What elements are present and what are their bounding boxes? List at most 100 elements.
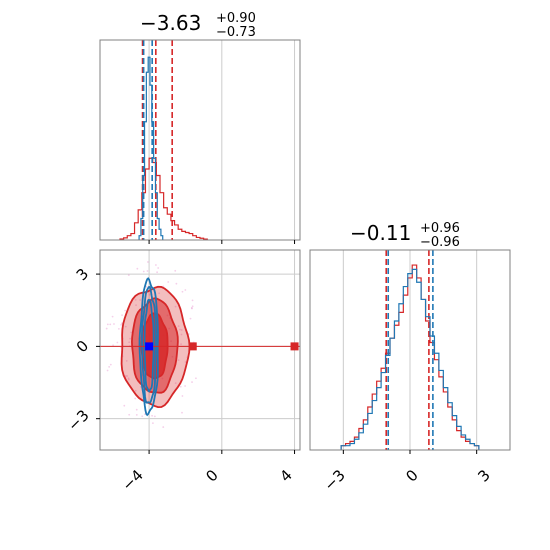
bl-ytick-label: −3 [64,406,92,434]
sample-point [181,411,183,414]
sample-point [151,422,154,425]
sample-point [181,395,184,397]
p0-title-minus: −0.73 [216,25,256,40]
sample-point [134,397,137,400]
sample-point [158,292,161,295]
sample-point [184,361,187,363]
p1-title-plus: +0.96 [420,221,460,236]
p1-title-median: −0.11 [350,221,411,245]
br-xtick-label: 3 [474,466,493,485]
sample-point [180,329,183,331]
sample-point [180,343,182,345]
bl-xtick-label: 4 [276,466,295,485]
bl-ytick-label: 0 [73,337,92,356]
sample-point [105,327,108,330]
sample-point [189,317,192,320]
sample-point [121,314,123,317]
br-xtick-label: 0 [402,466,421,485]
sample-point [113,323,115,325]
sample-point [174,269,177,272]
sample-point [127,378,130,381]
sample-point [116,341,119,344]
contour-area [100,250,300,450]
sample-point [135,414,138,416]
sample-point [106,369,109,372]
p0-title-median: −3.63 [140,11,201,35]
sample-point [190,306,193,309]
sample-point [142,270,145,273]
sample-point [146,270,149,272]
histogram-area [119,40,296,240]
sample-point [124,325,127,328]
point-marker [145,342,154,351]
histogram-series-a [119,157,208,240]
point-marker [290,342,299,351]
panel-p0-histogram [99,39,301,244]
sample-point [128,413,131,416]
panel-p0-p1-contour [96,249,301,454]
sample-point [177,325,180,328]
histogram-series-b [138,56,164,240]
sample-point [191,307,193,310]
sample-point [162,426,165,428]
sample-point [111,315,114,318]
sample-point [109,363,112,366]
sample-point [109,323,112,326]
sample-point [108,365,111,368]
sample-point [134,389,137,392]
sample-point [184,385,187,387]
sample-point [127,274,130,277]
sample-point [146,261,149,263]
sample-point [141,415,144,418]
sample-point [191,381,193,383]
histogram-area [340,250,480,450]
sample-point [180,333,183,336]
bl-xtick-label: 0 [202,466,221,485]
sample-point [127,377,130,380]
sample-point [153,415,156,418]
sample-point [175,282,178,285]
panel-frame [99,39,301,241]
sample-point [174,382,177,385]
sample-point [117,327,120,330]
sample-point [179,328,181,331]
p1-title-minus: −0.96 [420,235,460,250]
sample-point [156,271,159,274]
bl-xtick-label: −4 [118,466,146,494]
sample-point [181,290,184,293]
sample-point [106,323,109,326]
sample-point [135,408,138,411]
sample-point [139,299,142,301]
p0-title-plus: +0.90 [216,11,256,26]
sample-point [136,267,139,270]
sample-point [191,305,194,308]
sample-point [125,360,128,362]
sample-point [130,331,133,334]
sample-point [167,281,170,283]
sample-point [151,414,154,417]
sample-point [112,344,115,347]
sample-point [124,375,127,377]
sample-point [126,375,128,377]
sample-point [174,305,177,308]
sample-point [148,293,151,296]
sample-point [120,323,123,326]
sample-point [124,309,127,312]
sample-point [184,289,187,291]
histogram-series-b [340,268,480,450]
panel-frame [99,249,301,451]
sample-point [157,267,160,269]
sample-point [129,337,132,340]
sample-point [128,341,131,344]
sample-point [179,385,182,388]
sample-point [134,298,137,301]
panel-p1-histogram [309,249,511,454]
br-xtick-label: −3 [320,466,348,494]
sample-point [191,299,194,302]
sample-point [145,285,148,288]
sample-point [154,264,157,266]
bl-ytick-label: 3 [73,265,92,284]
sample-point [135,304,137,307]
sample-point [177,359,180,362]
